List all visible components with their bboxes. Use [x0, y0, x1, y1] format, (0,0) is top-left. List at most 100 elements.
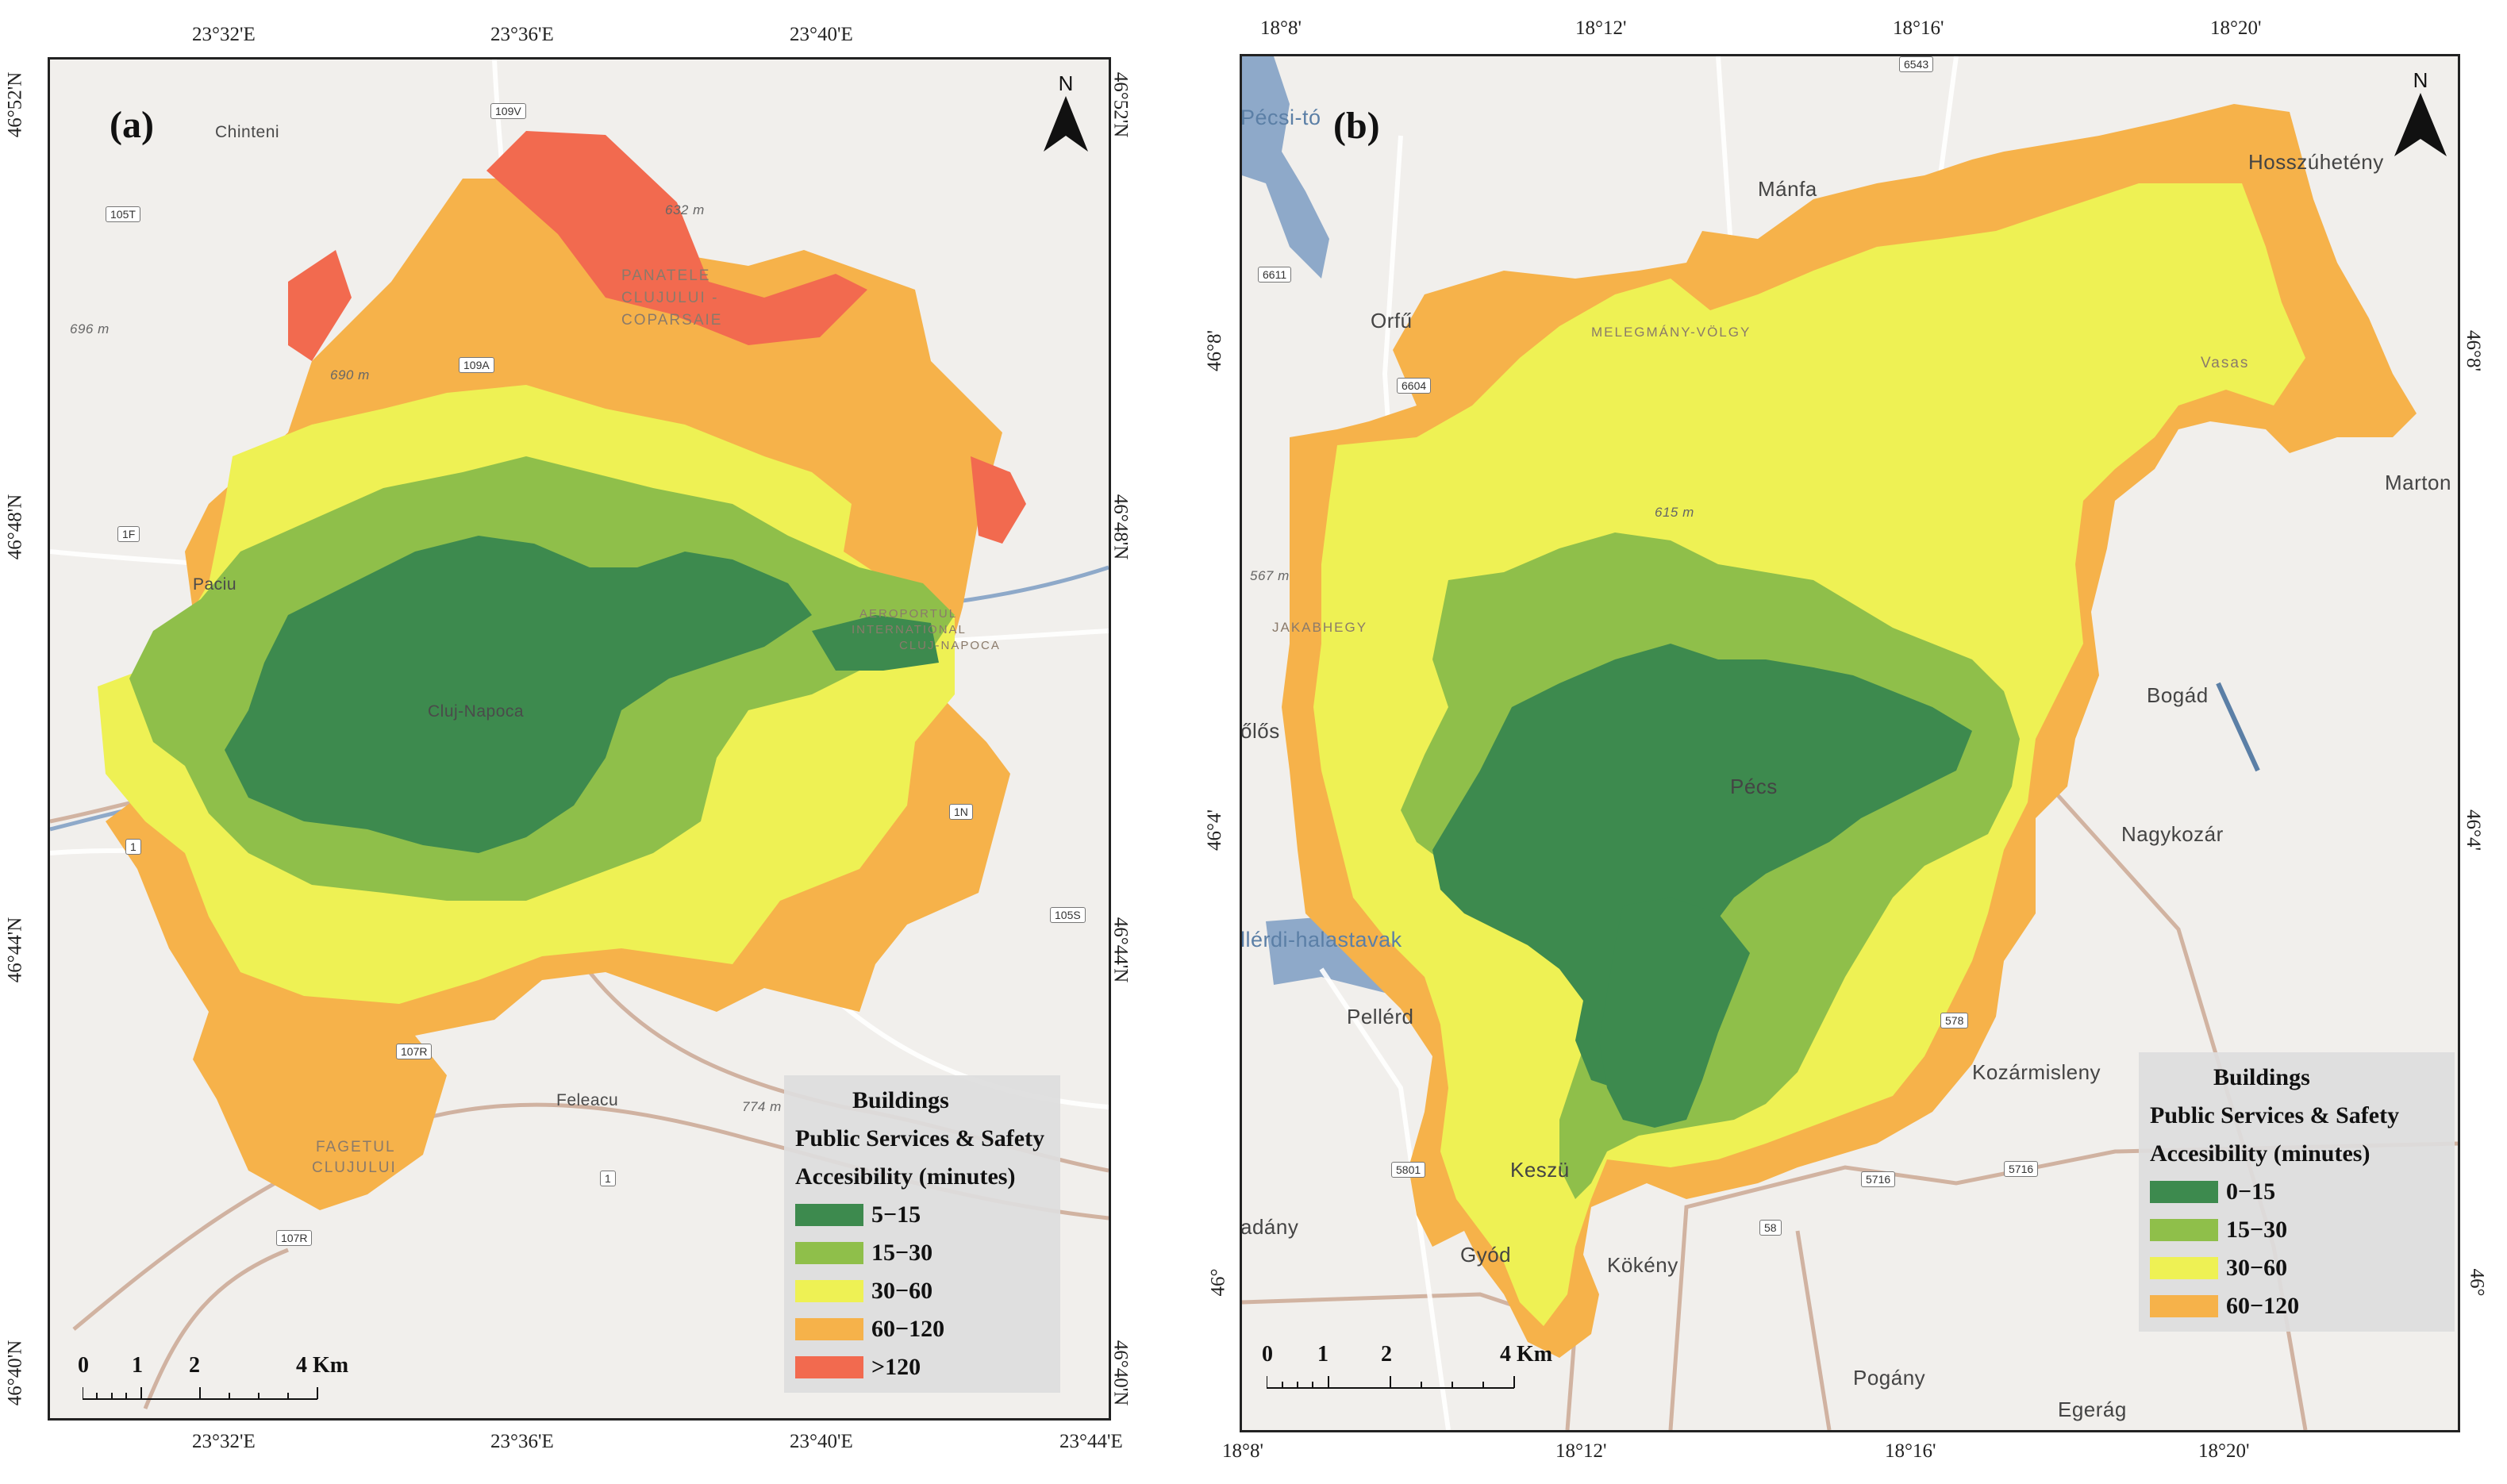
map-b-canvas — [1242, 56, 2458, 1430]
place-adany: adány — [1240, 1215, 1299, 1239]
map-a-canvas — [50, 60, 1109, 1409]
legend-a-item: 15−30 — [795, 1234, 1049, 1272]
zone-b-0-15-south — [1599, 898, 1750, 1128]
lat-tick-a-right-3: 46°44'N — [1109, 917, 1132, 983]
area-aeroport-2: INTERNATIONAL — [852, 623, 967, 636]
lat-tick-a-left-1: 46°52'N — [4, 71, 26, 138]
road-shield-578: 578 — [1940, 1013, 1969, 1028]
elev-696: 696 m — [70, 321, 110, 336]
north-arrow-icon — [1044, 96, 1088, 152]
lat-tick-a-left-4: 46°40'N — [4, 1340, 26, 1406]
scale-b-0: 0 — [1262, 1342, 1273, 1367]
lat-tick-a-right-4: 46°40'N — [1109, 1340, 1132, 1406]
zone-b-0-15 — [1432, 644, 1972, 1088]
lon-tick-a-top-2: 23°36'E — [490, 24, 554, 45]
elev-567: 567 m — [1250, 568, 1290, 583]
place-kolos: őlős — [1240, 719, 1280, 743]
scale-bar-a: 0 1 2 4 Km — [78, 1353, 348, 1409]
area-aeroport-1: AEROPORTUL — [859, 607, 958, 621]
road-shield-5801: 5801 — [1391, 1162, 1426, 1178]
place-gyod: Gyód — [1460, 1243, 1512, 1267]
legend-b-item: 15−30 — [2150, 1211, 2444, 1249]
legend-a-item: 30−60 — [795, 1272, 1049, 1310]
map-panel-a[interactable]: Chinteni Paciu Cluj-Napoca Feleacu PANAT… — [48, 57, 1111, 1421]
scale-a-1: 1 — [132, 1353, 143, 1378]
legend-swatch — [795, 1318, 863, 1340]
lon-tick-b-bottom-2: 18°12' — [1555, 1440, 1607, 1462]
zone-a-5-15-east — [812, 615, 939, 671]
road-shield-6611: 6611 — [1258, 267, 1292, 283]
place-feleacu: Feleacu — [556, 1091, 619, 1109]
elev-615: 615 m — [1655, 505, 1694, 520]
map-panel-b[interactable]: Pécsi-tó Orfű Mánfa Hosszúhetény Marton … — [1240, 54, 2460, 1432]
legend-a: Buildings Public Services & Safety Acces… — [784, 1075, 1060, 1393]
legend-a-item: >120 — [795, 1348, 1049, 1386]
lat-tick-a-right-1: 46°52'N — [1109, 71, 1132, 138]
lon-tick-b-top-2: 18°12' — [1575, 17, 1627, 39]
area-panatele-3: COPARSAIE — [621, 312, 723, 329]
zone-a-120 — [486, 131, 867, 345]
elev-774: 774 m — [742, 1099, 782, 1114]
road-shield-109v: 109V — [490, 103, 526, 119]
lon-tick-a-bottom-1: 23°32'E — [192, 1431, 256, 1452]
place-kokeny: Kökény — [1607, 1253, 1678, 1277]
scale-a-ruler — [83, 1387, 318, 1400]
place-pellerd: Pellérd — [1347, 1005, 1414, 1028]
lon-tick-a-bottom-3: 23°40'E — [790, 1431, 853, 1452]
legend-a-item: 5−15 — [795, 1196, 1049, 1234]
north-arrow-b: N — [2393, 68, 2448, 160]
lat-tick-b-left-3: 46° — [1207, 1268, 1229, 1297]
scale-b-2: 2 — [1381, 1342, 1392, 1367]
panel-label-b: (b) — [1333, 105, 1380, 147]
lat-tick-b-right-3: 46° — [2466, 1268, 2488, 1297]
area-jakabhegy: JAKABHEGY — [1272, 620, 1368, 635]
lon-tick-b-bottom-4: 18°20' — [2198, 1440, 2250, 1462]
lon-tick-a-bottom-2: 23°36'E — [490, 1431, 554, 1452]
area-fagetul-1: FAGETUL — [316, 1139, 396, 1155]
area-fagetul-2: CLUJULUI — [312, 1159, 397, 1176]
road-shield-6604: 6604 — [1397, 378, 1432, 394]
road-shield-109a: 109A — [459, 357, 494, 373]
legend-label: 0−15 — [2226, 1178, 2276, 1205]
road-shield-105s: 105S — [1050, 907, 1086, 923]
legend-label: 30−60 — [2226, 1255, 2288, 1281]
legend-swatch — [2150, 1295, 2218, 1317]
road-shield-6543: 6543 — [1899, 56, 1934, 72]
place-paciu: Paciu — [193, 575, 237, 594]
place-orfu: Orfű — [1371, 309, 1413, 333]
north-letter-b: N — [2413, 68, 2428, 92]
legend-a-title-2: Public Services & Safety — [795, 1125, 1045, 1151]
road-shield-1f: 1F — [117, 526, 140, 542]
legend-swatch — [795, 1280, 863, 1302]
legend-swatch — [795, 1242, 863, 1264]
stream-b — [2216, 682, 2260, 772]
zone-a-120-east — [971, 456, 1026, 544]
lat-tick-b-left-2: 46°4' — [1204, 809, 1226, 852]
lat-tick-b-right-2: 46°4' — [2463, 809, 2485, 852]
scale-b-1: 1 — [1317, 1342, 1328, 1367]
place-hosszuheteny: Hosszúhetény — [2248, 150, 2384, 174]
place-chinteni: Chinteni — [215, 123, 280, 141]
legend-swatch — [2150, 1219, 2218, 1241]
lat-tick-a-right-2: 46°48'N — [1109, 494, 1132, 560]
elev-632: 632 m — [665, 202, 705, 217]
place-egerag: Egerág — [2058, 1397, 2127, 1421]
scale-b-ruler — [1267, 1376, 1515, 1389]
place-pogany: Pogány — [1853, 1366, 1926, 1390]
legend-b-item: 60−120 — [2150, 1287, 2444, 1325]
road-shield-58: 58 — [1759, 1220, 1782, 1236]
legend-label: 60−120 — [871, 1316, 945, 1342]
legend-swatch — [2150, 1181, 2218, 1203]
north-arrow-icon — [2394, 93, 2447, 156]
legend-label: 30−60 — [871, 1278, 933, 1304]
place-kozarmisleny: Kozármisleny — [1972, 1060, 2101, 1084]
legend-b-title-3: Accesibility (minutes) — [2150, 1140, 2370, 1167]
road-shield-105t: 105T — [106, 206, 140, 222]
area-aeroport-3: CLUJ-NAPOCA — [899, 639, 1001, 652]
area-panatele-1: PANATELE — [621, 267, 711, 284]
road-shield-5716: 5716 — [1861, 1171, 1896, 1187]
lon-tick-b-bottom-3: 18°16' — [1885, 1440, 1936, 1462]
scale-a-2: 2 — [189, 1353, 200, 1378]
legend-swatch — [2150, 1257, 2218, 1279]
legend-label: >120 — [871, 1354, 921, 1380]
